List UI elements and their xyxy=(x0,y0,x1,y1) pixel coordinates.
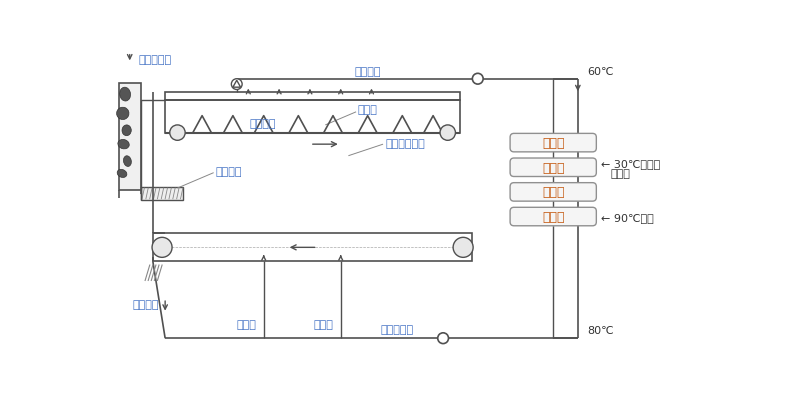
Text: 濕泥粉碎: 濕泥粉碎 xyxy=(216,167,242,177)
Bar xyxy=(141,187,183,201)
Bar xyxy=(153,233,472,261)
Ellipse shape xyxy=(123,157,131,167)
Bar xyxy=(165,93,460,100)
Text: 熱空氣: 熱空氣 xyxy=(314,320,334,330)
Ellipse shape xyxy=(122,126,131,136)
Circle shape xyxy=(472,74,483,85)
Text: 干泥出料: 干泥出料 xyxy=(133,299,159,310)
Text: 排出氣體: 排出氣體 xyxy=(250,118,276,128)
Text: 熱空氣: 熱空氣 xyxy=(237,320,257,330)
Text: ← 90℃熱水: ← 90℃熱水 xyxy=(601,212,654,222)
Circle shape xyxy=(152,238,172,258)
Ellipse shape xyxy=(118,140,130,150)
Text: 干燥中的污泥: 干燥中的污泥 xyxy=(386,138,425,148)
Circle shape xyxy=(231,80,242,90)
Circle shape xyxy=(170,126,185,141)
Text: 加熱器: 加熱器 xyxy=(542,211,565,223)
FancyBboxPatch shape xyxy=(510,134,596,152)
Text: 干燥熱空氣: 干燥熱空氣 xyxy=(381,324,414,334)
FancyBboxPatch shape xyxy=(510,183,596,202)
Ellipse shape xyxy=(117,170,127,178)
Ellipse shape xyxy=(120,88,130,102)
Bar xyxy=(119,83,141,191)
Ellipse shape xyxy=(117,108,129,120)
Text: 冷凝水: 冷凝水 xyxy=(610,168,630,178)
Text: 回熱器: 回熱器 xyxy=(542,186,565,199)
FancyBboxPatch shape xyxy=(510,208,596,226)
Text: 濕泥餅: 濕泥餅 xyxy=(358,105,378,115)
Text: 80℃: 80℃ xyxy=(587,326,614,336)
Text: ← 30℃冷卻水: ← 30℃冷卻水 xyxy=(601,159,660,169)
Circle shape xyxy=(453,238,473,258)
Text: 濕泥餅進料: 濕泥餅進料 xyxy=(139,55,172,65)
Text: 冷卻器: 冷卻器 xyxy=(542,161,565,174)
Circle shape xyxy=(438,333,449,344)
Bar xyxy=(165,100,460,133)
FancyBboxPatch shape xyxy=(510,159,596,177)
Text: 回熱器: 回熱器 xyxy=(542,137,565,150)
Text: 60℃: 60℃ xyxy=(587,67,614,77)
Circle shape xyxy=(440,126,455,141)
Text: 濕熱空氣: 濕熱空氣 xyxy=(354,67,381,77)
